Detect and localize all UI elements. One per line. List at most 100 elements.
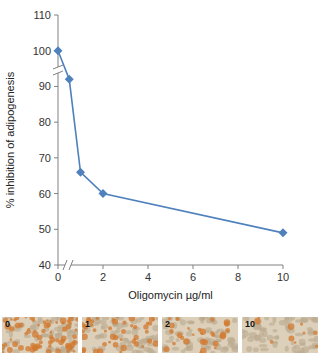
lipid-droplet	[120, 345, 126, 351]
lipid-droplet	[55, 348, 61, 353]
y-tick-label: 70	[39, 152, 51, 164]
lipid-droplet	[10, 318, 13, 321]
lipid-droplet	[224, 319, 231, 326]
lipid-droplet	[82, 349, 86, 353]
lipid-droplet	[10, 338, 12, 340]
cell	[123, 337, 128, 341]
lipid-droplet	[49, 320, 52, 323]
cell	[175, 317, 181, 321]
cell	[301, 317, 308, 323]
lipid-droplet	[30, 347, 36, 353]
marker	[65, 75, 74, 84]
x-tick	[103, 265, 104, 269]
lipid-droplet	[60, 318, 66, 324]
lipid-droplet	[129, 317, 136, 321]
cell	[284, 317, 293, 323]
y-tick-label: 50	[39, 223, 51, 235]
lipid-droplet	[55, 321, 58, 324]
lipid-droplet	[183, 338, 190, 345]
cell	[300, 318, 308, 323]
cell	[300, 343, 306, 346]
cell	[74, 323, 78, 327]
lipid-droplet	[142, 345, 145, 348]
lipid-droplet	[153, 340, 158, 347]
cell	[267, 335, 274, 341]
panel-cells	[2, 317, 78, 353]
cell	[302, 346, 311, 350]
lipid-droplet	[113, 342, 119, 348]
cell	[259, 344, 268, 347]
lipid-droplet	[112, 319, 118, 325]
marker	[76, 168, 85, 177]
lipid-droplet	[69, 322, 72, 325]
y-axis-title: % inhibition of adipogenesis	[4, 71, 16, 208]
cell	[184, 348, 192, 351]
image-panel: 1	[80, 314, 160, 354]
cell	[61, 349, 66, 353]
cell	[259, 338, 266, 343]
lipid-droplet	[187, 327, 190, 330]
lipid-droplet	[116, 317, 119, 319]
cell	[299, 339, 306, 346]
cell	[132, 329, 138, 336]
axis-break-slash	[63, 260, 67, 270]
lipid-droplet	[176, 317, 180, 321]
cell	[273, 341, 278, 344]
cell	[242, 335, 246, 339]
cell	[308, 317, 316, 320]
cell	[67, 334, 73, 339]
lipid-droplet	[12, 341, 18, 347]
y-tick	[54, 157, 58, 158]
image-panel: 2	[161, 314, 240, 354]
lipid-droplet	[300, 323, 303, 326]
y-tick	[54, 86, 58, 87]
y-tick	[54, 229, 58, 230]
lipid-droplet	[111, 318, 115, 322]
y-tick	[54, 15, 58, 16]
lipid-droplet	[62, 326, 67, 331]
lipid-droplet	[96, 317, 99, 320]
lipid-droplet	[93, 328, 97, 332]
cell	[54, 327, 62, 332]
lipid-droplet	[202, 339, 208, 345]
cell	[139, 345, 143, 349]
lipid-droplet	[66, 350, 70, 353]
lipid-droplet	[201, 332, 204, 335]
cell	[307, 327, 313, 330]
cell	[206, 346, 211, 351]
lipid-droplet	[294, 341, 297, 344]
lipid-droplet	[122, 321, 126, 325]
panel-cells	[82, 317, 158, 353]
cell	[186, 320, 194, 324]
lipid-droplet	[25, 317, 27, 318]
x-tick-label: 8	[235, 271, 241, 283]
lipid-droplet	[172, 342, 176, 346]
lipid-droplet	[69, 346, 72, 349]
axis-break	[53, 65, 63, 75]
lipid-droplet	[62, 322, 65, 325]
lipid-droplet	[130, 324, 133, 327]
y-tick	[54, 265, 58, 266]
cell	[260, 348, 269, 352]
lipid-droplet	[192, 334, 195, 337]
cell	[295, 333, 304, 337]
lipid-droplet	[15, 317, 19, 320]
lipid-droplet	[199, 351, 203, 353]
lipid-droplet	[180, 336, 184, 340]
lipid-droplet	[220, 333, 226, 339]
lipid-droplet	[147, 338, 152, 343]
page: {"chart_data": {"type": "line", "x_label…	[0, 0, 320, 354]
panel-bg	[162, 317, 238, 353]
lipid-droplet	[46, 319, 49, 322]
lipid-droplet	[270, 340, 274, 344]
panel-bg	[82, 317, 158, 353]
cell	[169, 336, 174, 341]
cell	[165, 330, 174, 336]
lipid-droplet	[68, 317, 73, 322]
panel-label: 10	[245, 319, 255, 329]
lipid-droplet	[75, 329, 78, 332]
cell	[149, 350, 156, 353]
panel-bg	[2, 317, 78, 353]
lipid-droplet	[48, 345, 51, 348]
marker	[99, 189, 108, 198]
